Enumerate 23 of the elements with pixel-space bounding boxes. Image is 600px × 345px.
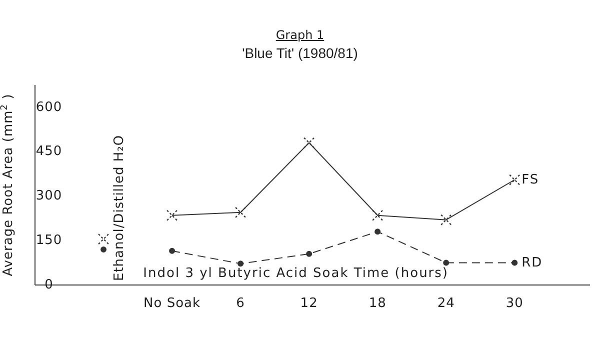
- y-tick-label: 450: [36, 144, 62, 160]
- chart-title: Graph 1: [276, 28, 324, 42]
- series-label: FS: [522, 172, 540, 188]
- point: [238, 260, 244, 267]
- chart-subtitle: 'Blue Tit' (1980/81): [241, 45, 359, 61]
- point: [374, 228, 381, 235]
- series-label: RD: [522, 255, 543, 270]
- point: [443, 260, 450, 266]
- x-tick-label: Ethanol/Distilled H₂O: [112, 134, 128, 281]
- y-tick-label: 600: [36, 100, 62, 115]
- x-axis-title: Indol 3 yl Butyric Acid Soak Time (hours): [143, 266, 449, 281]
- x-tick-label: 18: [368, 296, 386, 311]
- x-tick-label: 6: [236, 296, 245, 311]
- point: [306, 250, 312, 257]
- point: [512, 260, 518, 266]
- y-tick-label: 150: [36, 233, 62, 248]
- point: [100, 246, 107, 252]
- x-tick-label: No Soak: [144, 296, 201, 311]
- point: [169, 248, 176, 254]
- y-tick-label: 300: [36, 188, 62, 204]
- x-tick-label: 30: [506, 296, 524, 311]
- x-tick-label: 24: [437, 296, 455, 311]
- x-tick-label: 12: [300, 296, 318, 311]
